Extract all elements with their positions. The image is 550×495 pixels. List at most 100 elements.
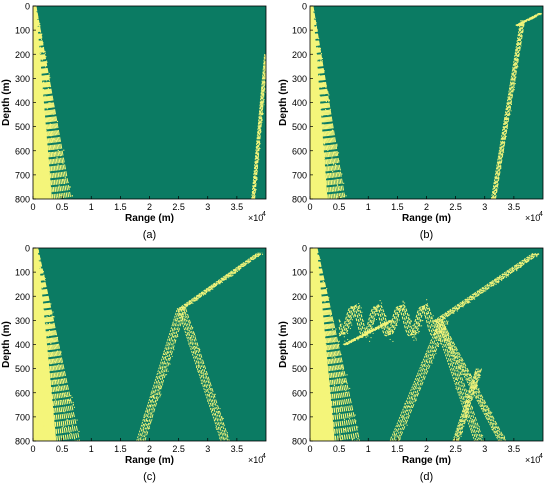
speckle (330, 432, 332, 434)
speckle (314, 26, 316, 28)
y-axis-label: Depth (m) (278, 79, 289, 126)
speckle (320, 290, 322, 292)
speckle (313, 25, 315, 27)
speckle (408, 322, 410, 324)
speckle (323, 334, 325, 336)
speckle (36, 113, 38, 115)
speckle (54, 340, 56, 342)
speckle (313, 132, 315, 134)
speckle (142, 425, 144, 427)
speckle (322, 280, 324, 283)
speckle (65, 395, 67, 397)
x-tick-label: 3 (205, 202, 210, 212)
speckle (36, 282, 38, 284)
speckle (178, 317, 180, 319)
speckle (310, 117, 312, 119)
speckle (465, 416, 467, 418)
speckle (399, 438, 401, 440)
speckle (317, 40, 319, 42)
speckle (467, 395, 469, 397)
speckle (224, 433, 226, 435)
speckle (480, 401, 482, 403)
speckle (323, 299, 325, 301)
speckle (449, 313, 451, 315)
speckle (37, 311, 39, 313)
speckle (433, 357, 435, 359)
speckle (417, 392, 419, 394)
speckle (328, 345, 330, 347)
speckle (67, 400, 69, 402)
speckle (34, 21, 36, 23)
speckle (213, 408, 215, 410)
speckle (169, 363, 171, 365)
speckle (43, 52, 45, 54)
speckle (310, 20, 312, 22)
speckle (210, 285, 212, 287)
speckle (231, 274, 233, 276)
speckle (358, 336, 360, 338)
speckle (222, 278, 224, 280)
speckle (349, 414, 352, 416)
speckle (363, 320, 365, 322)
speckle (402, 418, 404, 420)
speckle (42, 75, 44, 77)
speckle (38, 272, 40, 274)
speckle (461, 430, 463, 432)
speckle (210, 388, 212, 390)
speckle (414, 381, 416, 383)
speckle (383, 323, 385, 325)
speckle (422, 307, 424, 309)
speckle (536, 256, 538, 258)
speckle (423, 305, 425, 307)
speckle (150, 421, 152, 423)
speckle (50, 343, 52, 345)
speckle (419, 387, 421, 389)
speckle (35, 282, 37, 284)
speckle (212, 402, 214, 404)
speckle (475, 433, 477, 435)
speckle (208, 380, 210, 382)
speckle (261, 109, 263, 111)
speckle (209, 393, 211, 395)
speckle (255, 189, 257, 191)
speckle (400, 422, 402, 424)
speckle (36, 34, 38, 36)
speckle (455, 356, 457, 358)
speckle (36, 55, 38, 57)
speckle (49, 125, 51, 127)
speckle (188, 330, 190, 332)
speckle (39, 148, 41, 150)
speckle (316, 333, 319, 335)
speckle (450, 310, 452, 312)
speckle (38, 266, 41, 269)
speckle (398, 319, 400, 321)
ray-strand (435, 320, 501, 441)
speckle (214, 419, 216, 421)
speckle (311, 404, 313, 406)
speckle (507, 275, 509, 277)
speckle (528, 18, 530, 20)
speckle (410, 325, 412, 327)
speckle (327, 114, 329, 116)
speckle (54, 365, 56, 367)
speckle (39, 26, 41, 28)
speckle (425, 361, 427, 363)
speckle (43, 425, 45, 427)
speckle (313, 54, 315, 56)
speckle (224, 275, 226, 277)
speckle (470, 429, 472, 431)
speckle (48, 79, 50, 81)
speckle (38, 256, 40, 258)
speckle (42, 296, 44, 299)
speckle (320, 386, 322, 389)
speckle (375, 328, 377, 330)
speckle (37, 249, 39, 252)
speckle (48, 105, 50, 108)
speckle (184, 314, 186, 316)
speckle (512, 69, 514, 71)
speckle (46, 61, 48, 63)
speckle (325, 89, 327, 92)
speckle (311, 189, 313, 191)
speckle (427, 370, 429, 372)
speckle (39, 143, 41, 145)
